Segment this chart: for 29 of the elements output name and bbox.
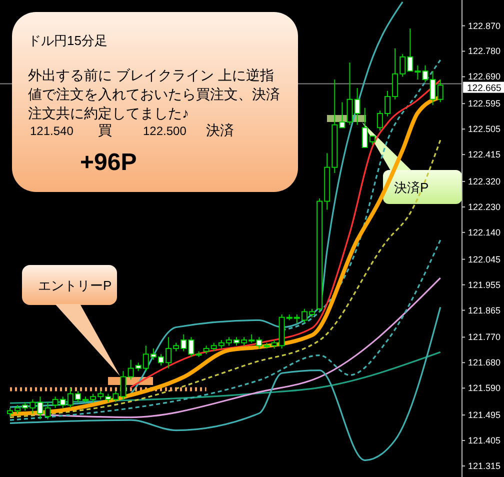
y-tick-label: 122.230 [468, 202, 501, 212]
y-tick-label: 122.415 [468, 150, 501, 160]
annotation: エントリーP [38, 278, 112, 293]
candlestick [44, 402, 51, 420]
y-tick-label: 122.505 [468, 124, 501, 134]
y-tick-label: 121.590 [468, 383, 501, 394]
y-tick-label: 121.405 [468, 435, 501, 446]
y-tick-label: 121.955 [468, 280, 501, 290]
y-tick-label: 121.865 [468, 305, 501, 316]
ref-line-label: 122.665 [467, 82, 502, 94]
y-tick-label: 122.045 [468, 254, 501, 264]
y-tick-label: 122.870 [468, 20, 501, 31]
y-tick-label: 122.595 [468, 98, 501, 109]
y-tick-label: 121.495 [468, 410, 501, 420]
line-series [9, 351, 442, 404]
y-tick-label: 121.315 [468, 460, 501, 471]
y-tick-label: 122.320 [468, 176, 501, 186]
text: ドル円15分足 [28, 33, 108, 48]
text: 121.540 買 122.500 決済 [30, 122, 234, 138]
annotation: 外出する前に ブレイクライン 上に逆指 [28, 67, 274, 83]
y-tick-label: 121.770 [468, 332, 501, 342]
annotation: +96P [80, 149, 137, 176]
annotation: 注文共に約定してました♪ [28, 105, 189, 121]
y-tick-label: 122.140 [468, 227, 501, 238]
y-tick-label: 122.690 [468, 72, 501, 82]
y-tick-label: 121.680 [468, 358, 501, 368]
y-tick-label: 122.780 [468, 46, 501, 56]
annotation: 値で注文を入れておいたら買注文、決済 [28, 86, 280, 102]
annotation: 決済P [394, 180, 429, 195]
